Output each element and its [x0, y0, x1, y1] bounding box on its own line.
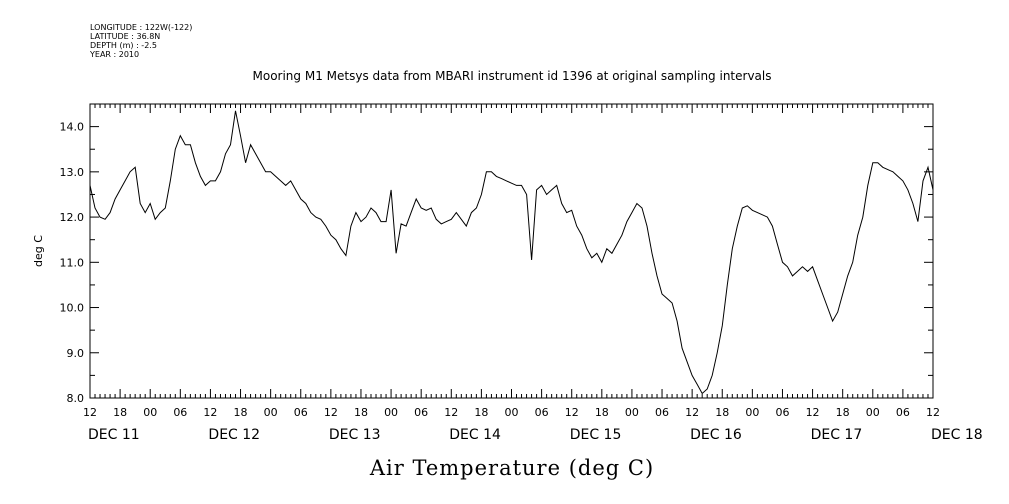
x-tick-label: 18 [234, 406, 248, 419]
x-tick-label: 06 [173, 406, 187, 419]
x-tick-label: 18 [113, 406, 127, 419]
x-day-label: DEC 15 [570, 427, 622, 443]
x-tick-label: 06 [655, 406, 669, 419]
x-tick-label: 18 [836, 406, 850, 419]
x-tick-label: 06 [775, 406, 789, 419]
x-tick-label: 12 [565, 406, 579, 419]
x-day-label: DEC 18 [931, 427, 983, 443]
x-tick-label: 18 [354, 406, 368, 419]
plot-frame [89, 103, 934, 399]
x-tick-label: 00 [505, 406, 519, 419]
y-tick-label: 13.0 [60, 166, 85, 179]
y-axis: 8.0 9.0 10.0 11.0 12.0 13.0 14.0 [60, 103, 933, 405]
x-tick-label: 12 [203, 406, 217, 419]
y-tick-label: 8.0 [67, 392, 85, 405]
x-day-label: DEC 16 [690, 427, 742, 443]
x-tick-label: 12 [806, 406, 820, 419]
x-tick-label: 06 [896, 406, 910, 419]
x-day-label: DEC 11 [88, 427, 140, 443]
y-tick-label: 11.0 [60, 256, 85, 269]
year-label: YEAR : 2010 [89, 50, 139, 59]
y-tick-label: 9.0 [67, 347, 85, 360]
x-tick-label: 12 [324, 406, 338, 419]
x-tick-label: 06 [414, 406, 428, 419]
x-tick-label: 00 [866, 406, 880, 419]
x-tick-label: 12 [685, 406, 699, 419]
x-axis: 12 18 00 06 12 18 00 06 12 18 00 06 12 18 00 06 12 18 00 06… [83, 104, 983, 443]
x-axis-title: Air Temperature (deg C) [369, 456, 654, 480]
longitude-label: LONGITUDE : 122W(-122) [90, 23, 192, 32]
y-tick-label: 14.0 [60, 121, 85, 134]
x-tick-label: 00 [264, 406, 278, 419]
x-tick-label: 12 [926, 406, 940, 419]
x-day-label: DEC 13 [329, 427, 381, 443]
y-axis-label: deg C [32, 235, 45, 267]
x-tick-label: 12 [83, 406, 97, 419]
x-tick-label: 06 [294, 406, 308, 419]
x-tick-label: 00 [384, 406, 398, 419]
x-day-label: DEC 14 [449, 427, 501, 443]
latitude-label: LATITUDE : 36.8N [90, 32, 160, 41]
x-tick-label: 18 [474, 406, 488, 419]
x-tick-label: 18 [715, 406, 729, 419]
x-day-label: DEC 17 [811, 427, 863, 443]
x-tick-label: 00 [625, 406, 639, 419]
depth-label: DEPTH (m) : -2.5 [90, 41, 157, 50]
x-tick-label: 00 [143, 406, 157, 419]
y-tick-label: 10.0 [60, 302, 85, 315]
x-day-label: DEC 12 [208, 427, 260, 443]
series-line [89, 110, 934, 395]
x-tick-label: 06 [535, 406, 549, 419]
x-tick-label: 00 [745, 406, 759, 419]
y-tick-label: 12.0 [60, 211, 85, 224]
x-tick-label: 12 [444, 406, 458, 419]
x-tick-label: 18 [595, 406, 609, 419]
chart-title: Mooring M1 Metsys data from MBARI instru… [253, 69, 772, 83]
